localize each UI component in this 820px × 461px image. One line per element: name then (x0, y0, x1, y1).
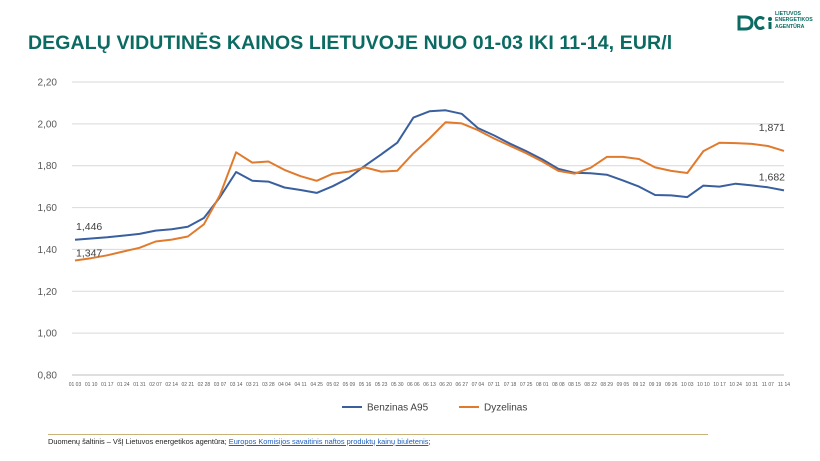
data-label: 1,871 (759, 122, 785, 134)
x-tick-label: 10 03 (681, 382, 694, 388)
x-tick-label: 05 16 (359, 382, 372, 388)
x-tick-label: 10 31 (746, 382, 759, 388)
legend-label: Benzinas A95 (367, 403, 429, 414)
x-tick-label: 07 11 (488, 382, 500, 388)
source-note: Duomenų šaltinis – VšĮ Lietuvos energeti… (48, 437, 430, 446)
series-line (74, 121, 785, 262)
x-tick-label: 01 31 (133, 382, 146, 388)
x-tick-label: 01 17 (101, 382, 114, 388)
x-tick-label: 02 28 (198, 382, 211, 388)
x-tick-label: 05 09 (343, 382, 356, 388)
logo-line-3: AGENTŪRA (775, 23, 805, 30)
x-tick-label: 03 07 (214, 382, 227, 388)
x-tick-label: 06 27 (455, 382, 468, 388)
x-tick-label: 10 10 (697, 382, 710, 388)
x-tick-label: 01 03 (69, 382, 82, 388)
source-suffix: ; (428, 437, 431, 446)
x-tick-label: 02 14 (165, 382, 178, 388)
y-tick-label: 1,20 (38, 287, 58, 298)
x-tick-label: 09 19 (649, 382, 662, 388)
y-tick-label: 1,80 (38, 161, 58, 172)
x-tick-label: 01 10 (85, 382, 98, 388)
y-tick-label: 2,20 (38, 78, 58, 89)
x-tick-label: 08 22 (584, 382, 597, 388)
x-tick-label: 04 25 (310, 382, 323, 388)
y-tick-label: 0,80 (38, 371, 58, 382)
x-tick-label: 04 11 (295, 382, 307, 388)
x-tick-label: 11 07 (762, 382, 774, 388)
x-tick-label: 05 30 (391, 382, 404, 388)
source-divider (48, 434, 708, 435)
x-tick-label: 09 26 (665, 382, 678, 388)
x-tick-label: 01 24 (117, 382, 130, 388)
x-tick-label: 06 13 (423, 382, 436, 388)
x-tick-label: 03 28 (262, 382, 275, 388)
x-tick-label: 07 18 (504, 382, 517, 388)
x-tick-label: 09 05 (617, 382, 630, 388)
x-tick-label: 09 12 (633, 382, 646, 388)
logo-line-2: ENERGETIKOS (775, 17, 813, 24)
x-tick-label: 03 21 (246, 382, 259, 388)
x-tick-label: 04 04 (278, 382, 291, 388)
x-tick-label: 06 20 (439, 382, 452, 388)
y-tick-label: 1,40 (38, 245, 58, 256)
logo-line-1: LIETUVOS (775, 11, 801, 17)
y-tick-label: 1,60 (38, 203, 58, 214)
x-tick-label: 10 17 (713, 382, 726, 388)
x-tick-label: 08 15 (568, 382, 581, 388)
x-tick-label: 06 06 (407, 382, 420, 388)
x-tick-label: 11 14 (778, 382, 790, 388)
legend-label: Dyzelinas (484, 403, 527, 414)
x-tick-label: 02 21 (182, 382, 195, 388)
x-tick-label: 05 02 (327, 382, 340, 388)
x-tick-label: 08 29 (600, 382, 613, 388)
y-tick-label: 2,00 (38, 119, 58, 130)
x-tick-label: 02 07 (149, 382, 162, 388)
x-tick-label: 07 25 (520, 382, 533, 388)
x-tick-label: 10 24 (729, 382, 742, 388)
x-tick-label: 07 04 (472, 382, 485, 388)
data-label: 1,682 (759, 171, 785, 183)
data-label: 1,446 (76, 221, 102, 233)
series-line (74, 109, 785, 241)
x-tick-label: 05 23 (375, 382, 388, 388)
x-tick-label: 03 14 (230, 382, 243, 388)
source-prefix: Duomenų šaltinis – VšĮ Lietuvos energeti… (48, 437, 229, 446)
x-tick-label: 08 08 (552, 382, 565, 388)
logo-text: LIETUVOS ENERGETIKOS AGENTŪRA (775, 11, 813, 30)
source-link[interactable]: Europos Komisijos savaitinis naftos prod… (228, 437, 429, 446)
chart-title: DEGALŲ VIDUTINĖS KAINOS LIETUVOJE NUO 01… (28, 32, 673, 54)
y-tick-label: 1,00 (38, 329, 58, 340)
energy-agency-logo (737, 15, 772, 31)
data-label: 1,347 (76, 248, 102, 260)
x-tick-label: 08 01 (536, 382, 549, 388)
